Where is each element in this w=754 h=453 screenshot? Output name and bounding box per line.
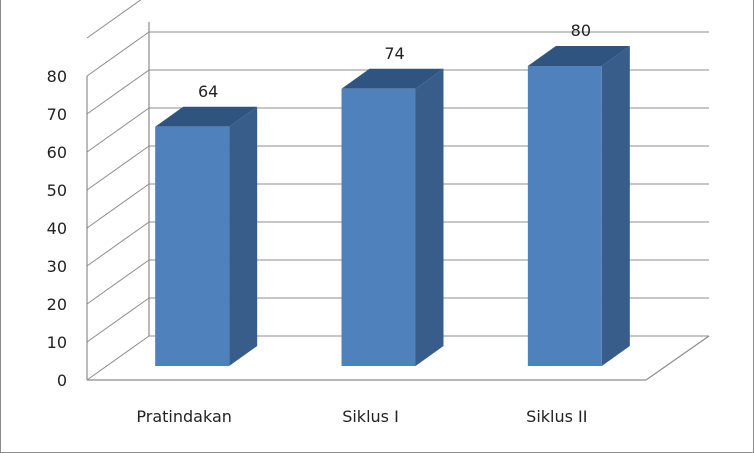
y-tick-label: 20 <box>47 295 67 314</box>
gridline-diagonal <box>86 335 150 381</box>
x-axis-labels: Pratindakan Siklus I Siklus II <box>136 407 587 426</box>
data-label: 74 <box>384 44 404 63</box>
bar-front <box>341 88 416 367</box>
y-axis-ticks: 0 10 20 30 40 50 60 70 80 <box>47 67 67 390</box>
gridline-diagonal <box>86 31 150 77</box>
data-label: 80 <box>571 21 591 40</box>
bar <box>527 46 630 366</box>
bar-top <box>155 106 258 127</box>
gridline-diagonal <box>86 69 150 115</box>
bar-front <box>527 66 602 366</box>
data-label: 64 <box>198 82 218 101</box>
y-tick-label: 80 <box>47 67 67 86</box>
bars <box>155 46 630 367</box>
gridline-diagonal <box>86 221 150 267</box>
x-category-label: Pratindakan <box>136 407 232 426</box>
x-category-label: Siklus II <box>526 407 587 426</box>
y-tick-label: 70 <box>47 105 67 124</box>
bar-front <box>155 126 230 366</box>
y-tick-label: 40 <box>47 219 67 238</box>
bar-side <box>601 46 630 366</box>
floor-right-edge <box>645 335 710 381</box>
gridline-diagonal <box>86 183 150 229</box>
gridline-diagonal <box>86 0 142 39</box>
gridline-diagonal <box>86 297 150 343</box>
bar <box>155 106 258 367</box>
y-tick-label: 0 <box>57 371 67 390</box>
gridline-diagonal <box>86 107 150 153</box>
gridline-diagonal <box>86 259 150 305</box>
x-category-label: Siklus I <box>342 407 399 426</box>
bar-top <box>341 68 444 89</box>
bar-side <box>229 106 258 367</box>
bar-top <box>527 46 630 66</box>
y-tick-label: 30 <box>47 257 67 276</box>
y-tick-label: 10 <box>47 333 67 352</box>
gridline-diagonal <box>86 145 150 191</box>
data-labels: 64 74 80 <box>198 21 591 101</box>
y-tick-label: 60 <box>47 143 67 162</box>
bar-side <box>415 68 444 367</box>
y-tick-label: 50 <box>47 181 67 200</box>
bar <box>341 68 444 367</box>
